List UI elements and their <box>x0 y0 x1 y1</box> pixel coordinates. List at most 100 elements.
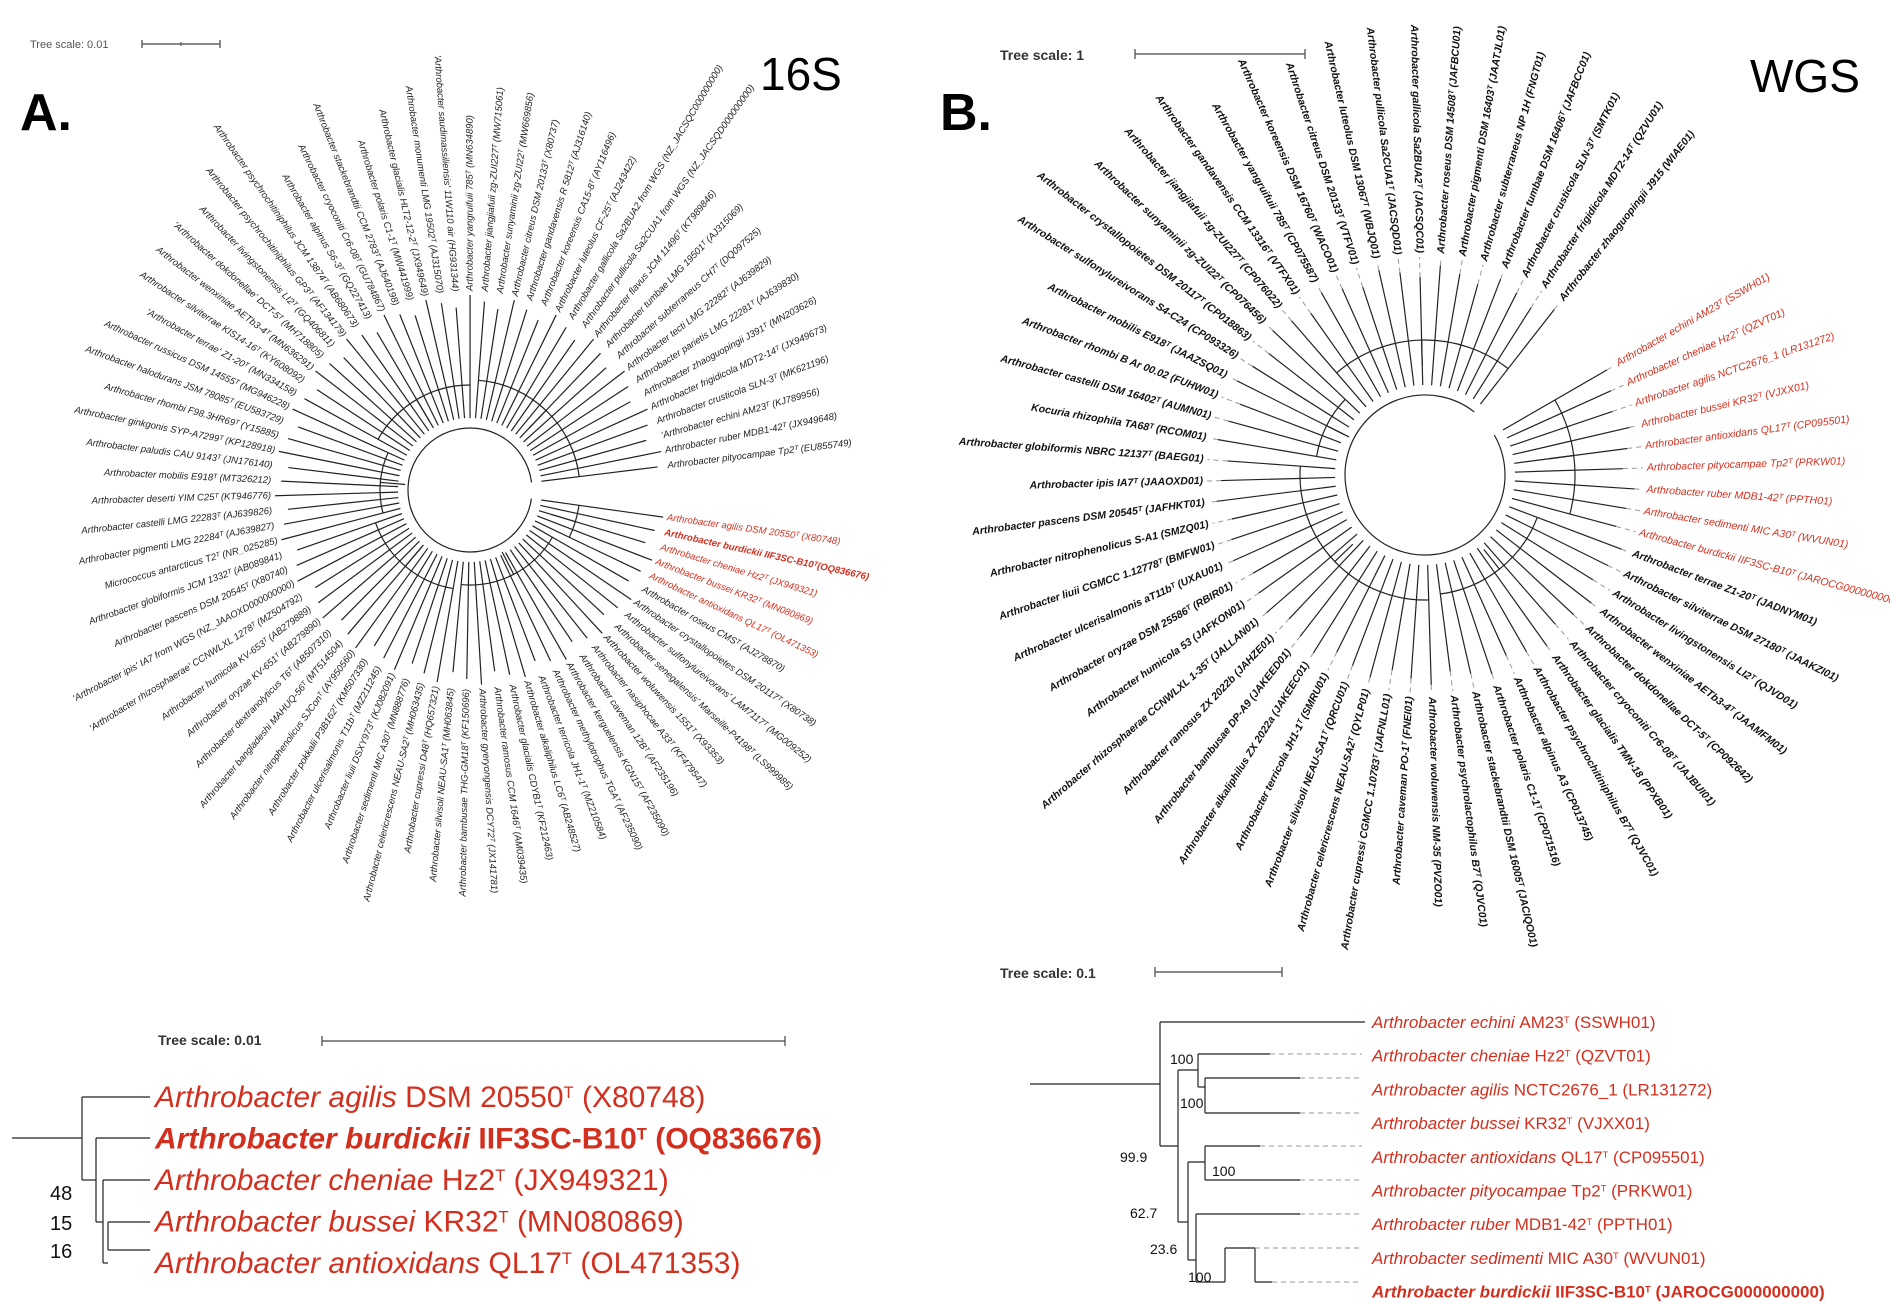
strain: Hz2 <box>1535 1047 1565 1066</box>
strain: QL17 <box>1561 1148 1603 1167</box>
strain: AM23 <box>1519 1013 1563 1032</box>
panel-b-zoom-bootstraps: 100 100 99.9 100 62.7 23.6 100 <box>1120 1051 1236 1285</box>
leaf-label: Arthrobacter roseus DSM 14508ᵀ (JAFBCU01… <box>1435 25 1464 255</box>
strain: DSM 20550 <box>405 1081 563 1114</box>
zoom-leaf-label: Arthrobacter cheniae Hz2T (JX949321) <box>153 1164 669 1197</box>
type-strain-mark: T <box>1603 1150 1609 1160</box>
leaf-label: Arthrobacter mobilis E918ᵀ (MT326212) <box>103 467 272 486</box>
strain: KR32 <box>423 1206 498 1239</box>
bootstrap-value: 48 <box>50 1183 72 1205</box>
panel-b-letter: B. <box>940 84 992 142</box>
accession: (X80748) <box>574 1081 706 1114</box>
panel-a: Tree scale: 0.01 A. 16S Arthrobacter agi… <box>20 39 870 904</box>
type-strain-mark: T <box>637 1126 647 1144</box>
species-name: Arthrobacter agilis <box>153 1081 405 1114</box>
panel-b-zoom-tree-scale: Tree scale: 0.1 <box>1000 965 1096 981</box>
accession: (WVUN01) <box>1619 1249 1706 1268</box>
accession: (MN080869) <box>509 1206 684 1239</box>
species-name: Arthrobacter bussei <box>1371 1114 1524 1133</box>
bootstrap-value: 100 <box>1180 1095 1204 1111</box>
accession: (OL471353) <box>572 1247 740 1280</box>
strain: IIF3SC-B10 <box>1555 1283 1645 1302</box>
leaf-label: Arthrobacter caveman PO-1ᵀ (FNEI01) <box>1391 696 1416 887</box>
species-name: Arthrobacter antioxidans <box>153 1247 489 1280</box>
zoom-leaf-label: Arthrobacter cheniae Hz2T (QZVT01) <box>1371 1047 1651 1066</box>
strain: Tp2 <box>1571 1182 1600 1201</box>
accession: (CP095501) <box>1608 1148 1704 1167</box>
leaf-label: Arthrobacter woluwensis NM-35 (PVZO01) <box>1426 696 1444 908</box>
strain: KR32 <box>1524 1114 1567 1133</box>
type-strain-mark: T <box>1587 1217 1593 1227</box>
panel-b-zoom: Tree scale: 0.1 <box>1000 965 1825 1302</box>
zoom-leaf-label: Arthrobacter bussei KR32T (MN080869) <box>153 1206 684 1239</box>
zoom-leaf-label: Arthrobacter sedimenti MIC A30T (WVUN01) <box>1371 1249 1706 1268</box>
leaf-label: Arthrobacter ipis IA7ᵀ (JAAOXD01) <box>1028 475 1203 492</box>
zoom-leaf-label: Arthrobacter agilis DSM 20550T (X80748) <box>153 1081 705 1114</box>
zoom-leaf-label: Arthrobacter echini AM23T (SSWH01) <box>1371 1013 1656 1032</box>
panel-a-letter: A. <box>20 84 72 142</box>
panel-a-zoom-labels: Arthrobacter agilis DSM 20550T (X80748)A… <box>153 1081 822 1280</box>
bootstrap-value: 100 <box>1188 1269 1212 1285</box>
panel-b-tree-scale: Tree scale: 1 <box>1000 47 1084 63</box>
leaf-label: Arthrobacter gallicola Sa2BUA2ᵀ (JACSQC0… <box>1408 24 1426 254</box>
accession: (SSWH01) <box>1570 1013 1656 1032</box>
panel-b: Tree scale: 1 B. WGS Arthrobacter echini… <box>940 24 1890 952</box>
bootstrap-value: 23.6 <box>1150 1241 1177 1257</box>
strain: QL17 <box>489 1247 562 1280</box>
panel-b-zoom-labels: Arthrobacter echini AM23T (SSWH01)Arthro… <box>1371 1013 1825 1302</box>
panel-b-method-label: WGS <box>1750 50 1860 102</box>
type-strain-mark: T <box>1601 1184 1607 1194</box>
accession: (PRKW01) <box>1606 1182 1692 1201</box>
species-name: Arthrobacter pityocampae <box>1371 1182 1571 1201</box>
leaf-label: Arthrobacter globiformis NBRC 12137ᵀ (BA… <box>957 436 1204 465</box>
species-name: Arthrobacter cheniae <box>153 1164 442 1197</box>
zoom-leaf-label: Arthrobacter burdickii IIF3SC-B10T (OQ83… <box>154 1123 822 1156</box>
species-name: Arthrobacter agilis <box>1371 1080 1514 1099</box>
panel-a-tree-scale: Tree scale: 0.01 <box>30 39 108 51</box>
panel-a-zoom-branches <box>12 1096 150 1264</box>
leaf-label: Arthrobacter deserti YIM C25ᵀ (KT946776) <box>91 490 272 506</box>
accession: (JX949321) <box>505 1164 668 1197</box>
bootstrap-value: 62.7 <box>1130 1205 1157 1221</box>
bootstrap-value: 100 <box>1212 1163 1236 1179</box>
zoom-leaf-label: Arthrobacter antioxidans QL17T (CP095501… <box>1371 1148 1705 1167</box>
zoom-leaf-label: Arthrobacter bussei KR32T (VJXX01) <box>1371 1114 1650 1133</box>
type-strain-mark: T <box>564 1084 574 1102</box>
species-name: Arthrobacter sedimenti <box>1371 1249 1548 1268</box>
strain: NCTC2676_1 <box>1514 1080 1618 1099</box>
leaf-label: Arthrobacter pigmenti DSM 16403ᵀ (JAATJL… <box>1457 25 1509 259</box>
strain: MDB1-42 <box>1515 1215 1587 1234</box>
strain: Hz2 <box>442 1164 495 1197</box>
species-name: Arthrobacter antioxidans <box>1371 1148 1561 1167</box>
zoom-leaf-label: Arthrobacter agilis NCTC2676_1 (LR131272… <box>1371 1080 1712 1099</box>
accession: (QZVT01) <box>1571 1047 1651 1066</box>
bootstrap-value: 16 <box>50 1241 72 1263</box>
species-name: Arthrobacter burdickii <box>154 1123 478 1156</box>
species-name: Arthrobacter echini <box>1371 1013 1519 1032</box>
accession: (PPTH01) <box>1592 1215 1672 1234</box>
bootstrap-value: 99.9 <box>1120 1149 1147 1165</box>
leaf-label: Arthrobacter cupressi CGMCC 1.10783ᵀ (JA… <box>1339 692 1394 951</box>
accession: (JAROCG000000000) <box>1651 1283 1825 1302</box>
type-strain-mark: T <box>499 1209 509 1227</box>
species-name: Arthrobacter bussei <box>153 1206 423 1239</box>
leaf-label: Arthrobacter pityocampae Tp2ᵀ (PRKW01) <box>1646 455 1846 473</box>
leaf-label: Arthrobacter yangruifuii 785ᵀ (MN634890) <box>465 115 476 292</box>
zoom-leaf-label: Arthrobacter burdickii IIF3SC-B10T (JARO… <box>1371 1283 1825 1302</box>
zoom-leaf-label: Arthrobacter ruber MDB1-42T (PPTH01) <box>1371 1215 1673 1234</box>
type-strain-mark: T <box>562 1250 572 1268</box>
accession: (LR131272) <box>1618 1080 1713 1099</box>
panel-a-zoom: Tree scale: 0.01 48 15 16 Arthrobacter a… <box>12 1032 822 1280</box>
species-name: Arthrobacter ruber <box>1371 1215 1515 1234</box>
accession: (VJXX01) <box>1572 1114 1649 1133</box>
bootstrap-value: 100 <box>1170 1051 1194 1067</box>
zoom-leaf-label: Arthrobacter antioxidans QL17T (OL471353… <box>153 1247 740 1280</box>
leaf-label: Arthrobacter bambusae THG-GM18ᵀ (KF15069… <box>458 689 473 898</box>
type-strain-mark: T <box>1565 1049 1571 1059</box>
type-strain-mark: T <box>1645 1285 1651 1295</box>
zoom-leaf-label: Arthrobacter pityocampae Tp2T (PRKW01) <box>1371 1182 1692 1201</box>
panel-a-tree-branches <box>275 294 664 685</box>
panel-b-zoom-branches <box>1030 1021 1365 1283</box>
type-strain-mark: T <box>1613 1251 1619 1261</box>
